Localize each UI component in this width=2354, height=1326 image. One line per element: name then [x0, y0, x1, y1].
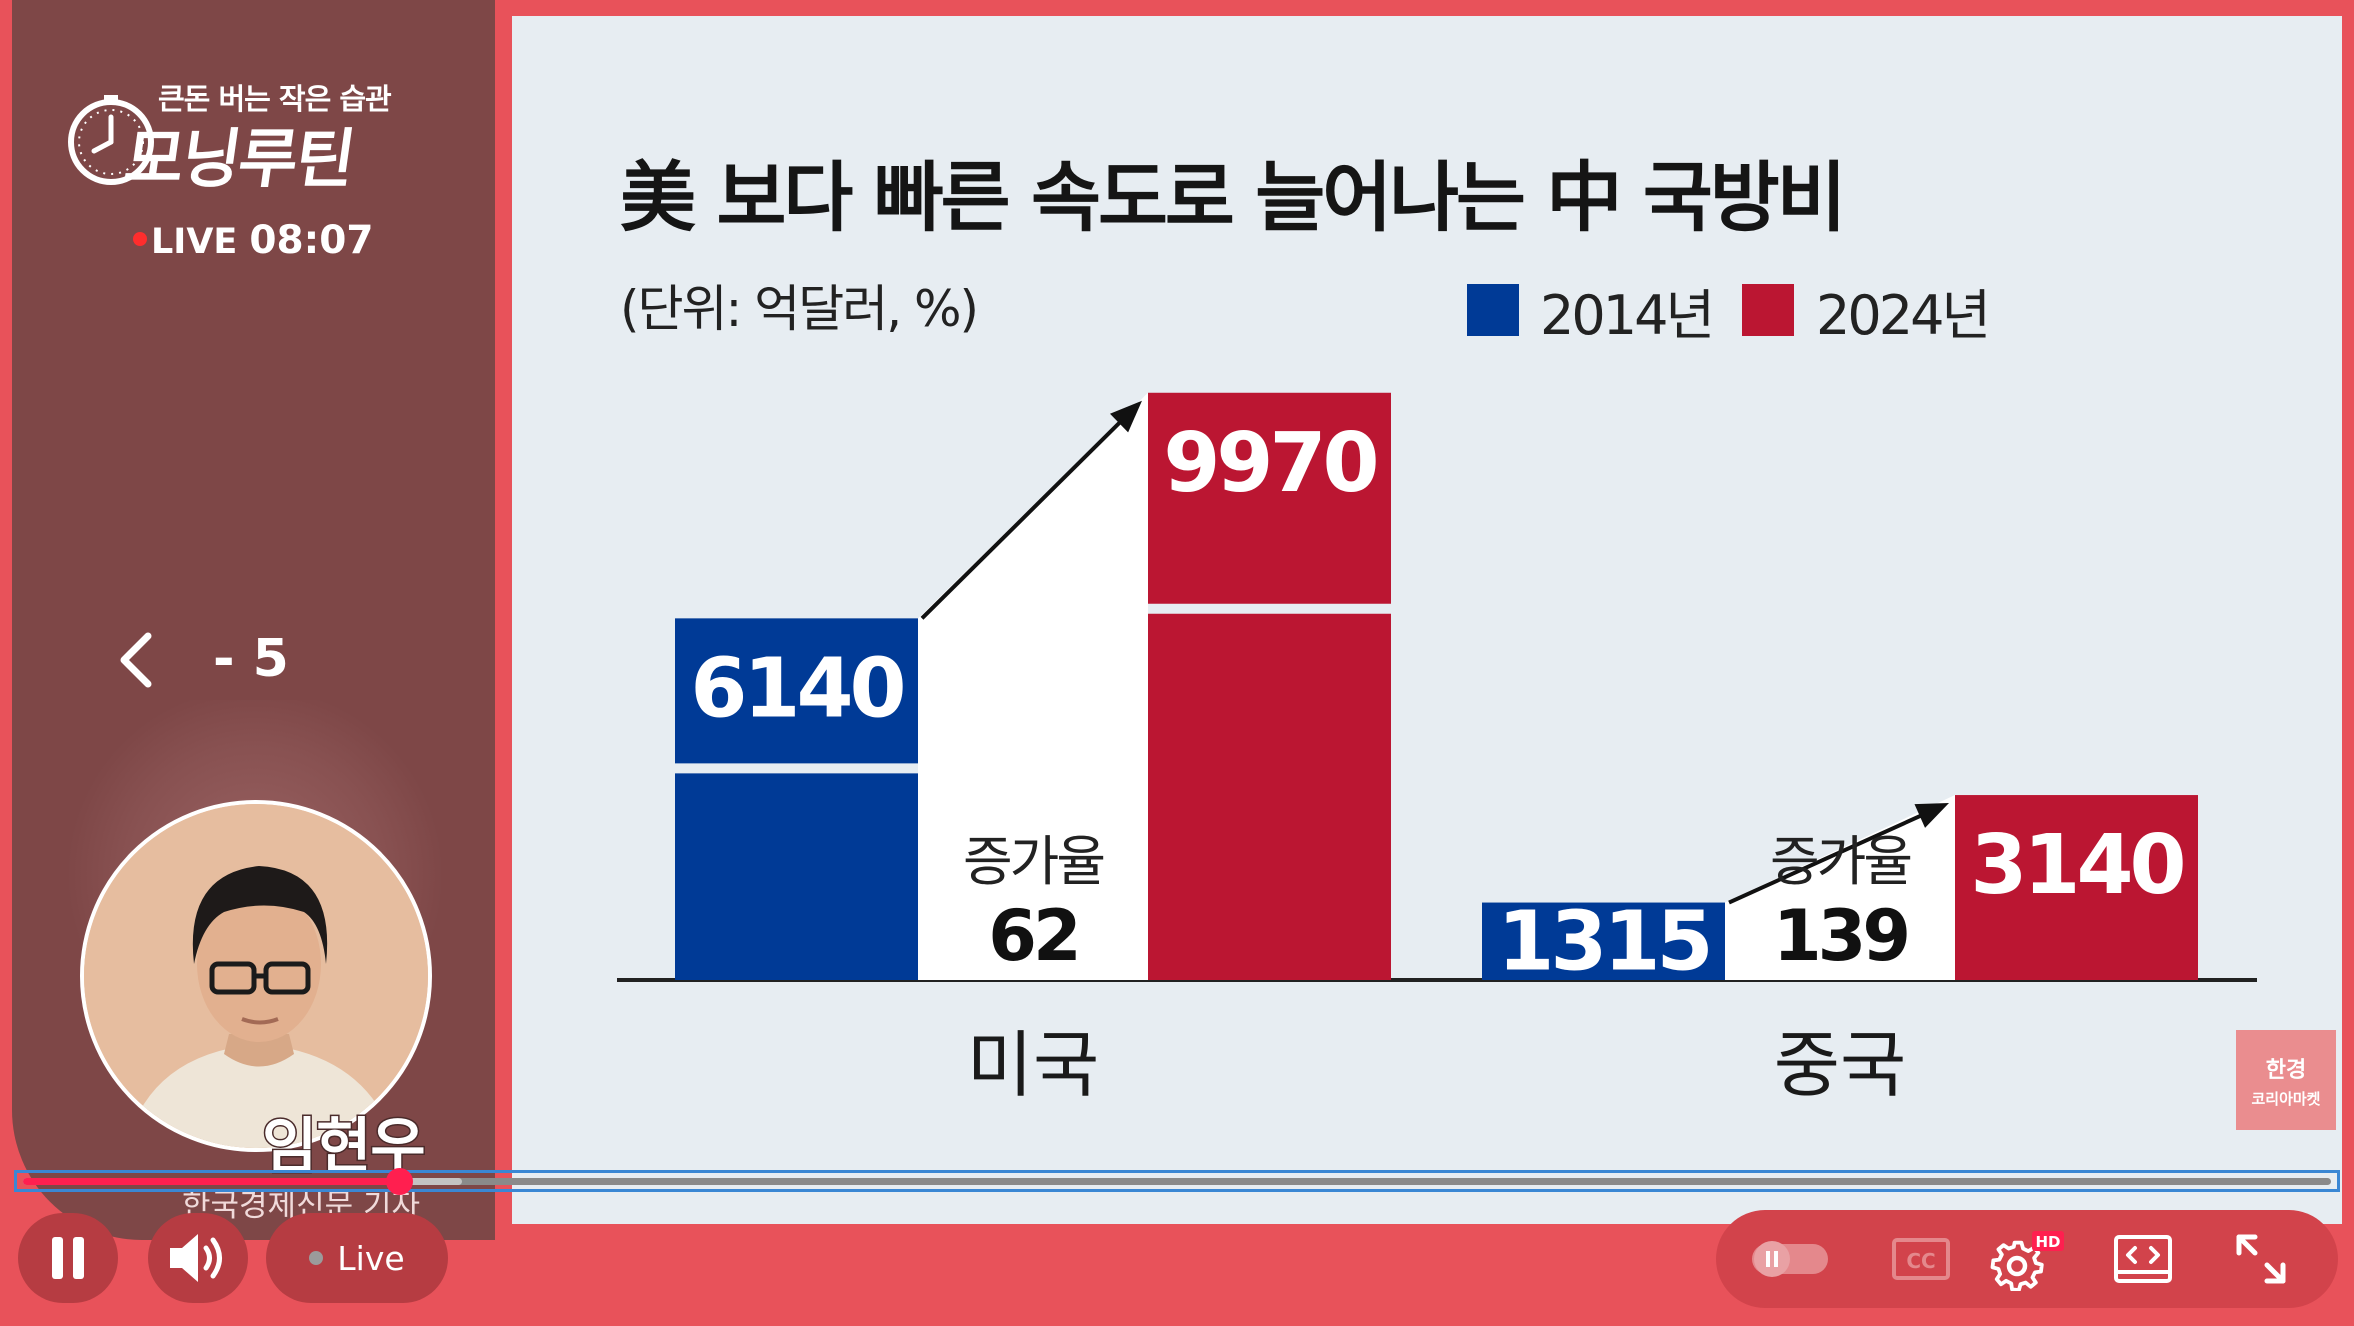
badge-line-1: 한경: [2265, 1058, 2307, 1083]
data-label-2014: 6140: [690, 641, 903, 736]
presenter-photo: [84, 804, 428, 1148]
growth-arrow-head: [1109, 400, 1142, 433]
fullscreen-icon: [2236, 1234, 2286, 1284]
data-label-2024: 9970: [1163, 416, 1376, 511]
bar-2014-1: [1482, 902, 1725, 980]
live-dot-icon: [133, 231, 147, 246]
bar-2014-0: [675, 618, 918, 980]
chevron-left-icon[interactable]: [114, 632, 158, 688]
autoplay-toggle-icon: [1752, 1241, 1828, 1277]
data-label-2014: 1315: [1497, 894, 1709, 989]
growth-rate-value: 139: [1773, 895, 1907, 977]
channel-badge[interactable]: 한경 코리아마켓: [2236, 1030, 2336, 1130]
progress-handle[interactable]: [386, 1168, 414, 1195]
embed-icon: [2114, 1235, 2172, 1283]
clock-icon: [68, 95, 154, 185]
live-label: LIVE: [151, 222, 238, 262]
brand-panel: 큰돈 버는 작은 습관 모닝루틴 LIVE 08:07 - 5 임현우: [0, 0, 495, 1240]
svg-text:CC: CC: [1906, 1249, 1935, 1273]
category-label: 중국: [1774, 1023, 1906, 1107]
volume-button[interactable]: [148, 1213, 248, 1303]
growth-rate-label: 증가율: [963, 830, 1103, 893]
growth-arrow: [1728, 808, 1934, 905]
live-clock: 08:07: [249, 218, 374, 263]
growth-arrow-head: [1914, 803, 1949, 828]
pause-icon: [52, 1237, 84, 1279]
chart-panel: 美 보다 빠른 속도로 늘어나는 中 국방비 (단위: 억달러, %) 2014…: [512, 16, 2342, 1224]
legend-swatch-2024: [1742, 284, 1794, 336]
fullscreen-button[interactable]: [2206, 1210, 2316, 1308]
live-button[interactable]: Live: [266, 1213, 448, 1303]
chart-title: 美 보다 빠른 속도로 늘어나는 中 국방비: [620, 153, 1844, 242]
right-controls: CC HD: [1716, 1210, 2338, 1308]
progress-bar[interactable]: [14, 1168, 2340, 1195]
embed-button[interactable]: [2088, 1210, 2198, 1308]
growth-rate-value: 62: [988, 895, 1077, 977]
growth-arrow: [920, 414, 1128, 620]
progress-played: [23, 1178, 400, 1185]
bar-2024-1: [1955, 795, 2198, 980]
live-button-label: Live: [337, 1238, 405, 1278]
growth-rate-label: 증가율: [1770, 830, 1910, 893]
show-logo: 큰돈 버는 작은 습관 모닝루틴: [60, 70, 430, 210]
page-indicator: - 5: [213, 629, 289, 689]
badge-line-2: 코리아마켓: [2251, 1090, 2321, 1108]
progress-track[interactable]: [23, 1168, 2331, 1195]
legend-label-2024: 2024년: [1816, 284, 1988, 347]
closed-captions-button[interactable]: CC: [1866, 1210, 1976, 1308]
legend-swatch-2014: [1467, 284, 1519, 336]
data-label-2024: 3140: [1970, 818, 2183, 913]
closed-captions-icon: CC: [1892, 1238, 1950, 1280]
legend-label-2014: 2014년: [1540, 284, 1712, 347]
pause-button[interactable]: [18, 1213, 118, 1303]
bar-2024-0: [1148, 392, 1391, 981]
avatar: [80, 800, 432, 1152]
chart-subtitle: (단위: 억달러, %): [620, 280, 977, 338]
volume-icon: [170, 1234, 222, 1282]
live-status-dot: [309, 1251, 324, 1265]
category-label: 미국: [967, 1023, 1099, 1107]
bar-chart: 美 보다 빠른 속도로 늘어나는 中 국방비 (단위: 억달러, %) 2014…: [617, 153, 2257, 1107]
live-indicator: LIVE 08:07: [133, 218, 373, 263]
settings-button[interactable]: HD: [1978, 1210, 2078, 1308]
growth-area: [1725, 795, 1955, 980]
show-tagline: 큰돈 버는 작은 습관: [158, 82, 392, 116]
autoplay-toggle[interactable]: [1746, 1210, 1834, 1308]
settings-icon: HD: [1990, 1231, 2064, 1291]
growth-area: [918, 392, 1148, 981]
show-title: 모닝루틴: [119, 123, 358, 197]
hd-badge: HD: [2035, 1233, 2060, 1251]
